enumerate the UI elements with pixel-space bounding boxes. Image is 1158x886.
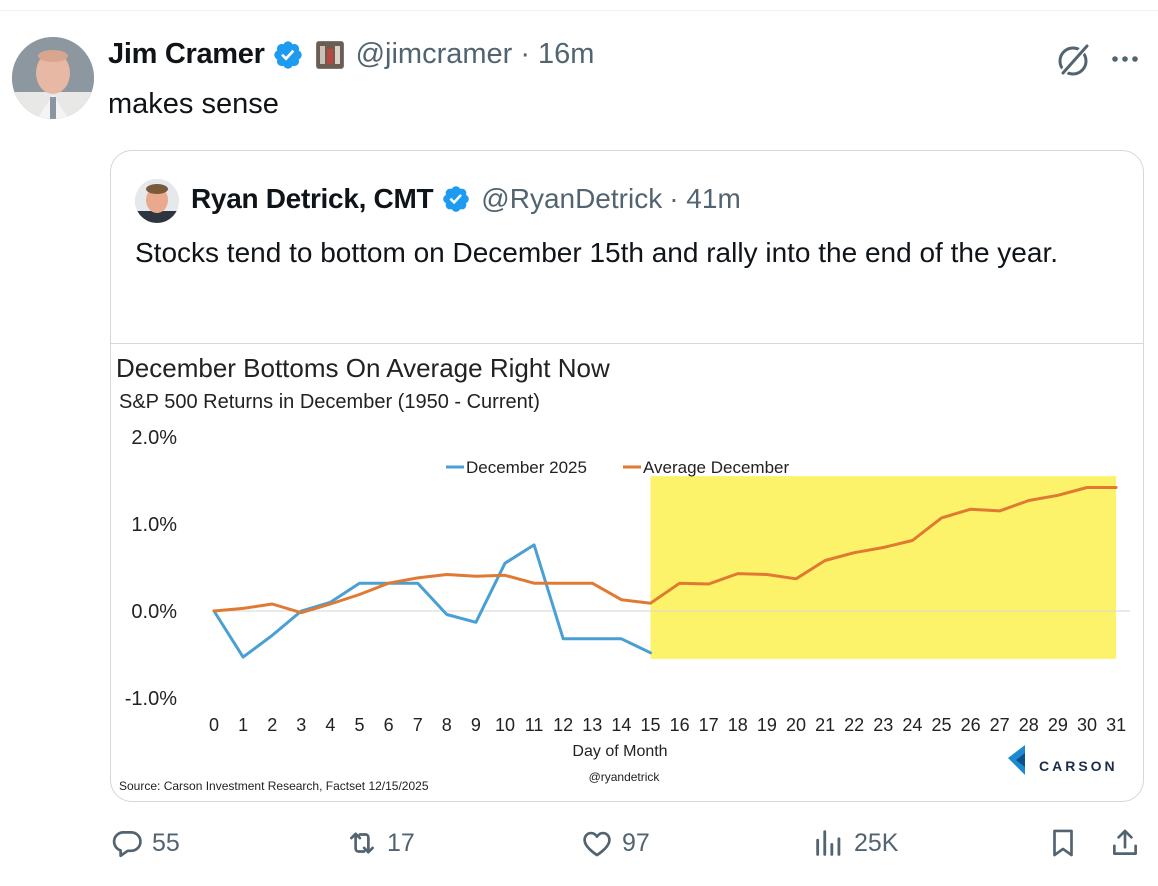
chart-title: December Bottoms On Average Right Now [116, 353, 610, 383]
x-tick-label: 28 [1019, 715, 1039, 735]
y-tick-label: 1.0% [131, 514, 177, 536]
x-tick-label: 4 [325, 715, 335, 735]
x-tick-label: 5 [354, 715, 364, 735]
author-avatar[interactable] [12, 37, 94, 119]
chart-image[interactable]: December Bottoms On Average Right Now S&P… [111, 343, 1143, 801]
tweet-time[interactable]: · 16m [520, 38, 595, 70]
series-line-average-december [212, 486, 1118, 615]
x-tick-label: 25 [931, 715, 951, 735]
quoted-author-name[interactable]: Ryan Detrick, CMT [191, 183, 434, 214]
x-tick-label: 29 [1048, 715, 1068, 735]
quoted-author-row: Ryan Detrick, CMT @RyanDetrick · 41m [191, 183, 741, 215]
x-tick-label: 13 [582, 715, 602, 735]
x-tick-label: 12 [553, 715, 573, 735]
x-tick-label: 10 [495, 715, 515, 735]
quoted-tweet-time[interactable]: · 41m [669, 183, 741, 214]
grok-icon[interactable] [1053, 40, 1093, 80]
x-tick-label: 8 [442, 715, 452, 735]
x-tick-label: 0 [209, 715, 219, 735]
chart-source: Source: Carson Investment Research, Fact… [119, 779, 429, 793]
series-line-december-2025 [212, 543, 652, 659]
x-tick-label: 2 [267, 715, 277, 735]
views-icon [816, 830, 841, 856]
share-icon [1113, 829, 1137, 855]
chart-credit: @ryandetrick [589, 770, 661, 784]
x-tick-label: 7 [413, 715, 423, 735]
like-button[interactable]: 97 [580, 826, 650, 860]
views-button[interactable]: 25K [812, 826, 898, 860]
chart-svg: December Bottoms On Average Right Now S&P… [116, 353, 1131, 793]
quoted-author-avatar[interactable] [135, 179, 179, 223]
x-tick-label: 24 [902, 715, 922, 735]
legend-label: December 2025 [466, 458, 587, 477]
tweet-text: makes sense [108, 88, 279, 120]
y-tick-label: 2.0% [131, 427, 177, 449]
x-tick-label: 30 [1077, 715, 1097, 735]
bookmark-icon [1053, 829, 1073, 857]
x-tick-label: 23 [873, 715, 893, 735]
carson-logo-icon [1016, 753, 1025, 767]
y-tick-label: -1.0% [125, 688, 177, 710]
top-divider [0, 10, 1158, 11]
carson-logo-text: CARSON [1039, 758, 1118, 774]
highlight-band [650, 476, 1117, 659]
like-count: 97 [622, 828, 650, 857]
verified-badge-icon [443, 186, 470, 212]
views-count: 25K [854, 828, 899, 857]
x-tick-label: 6 [384, 715, 394, 735]
author-handle[interactable]: @jimcramer [355, 38, 513, 70]
chart-subtitle: S&P 500 Returns in December (1950 - Curr… [119, 391, 540, 413]
legend-label: Average December [643, 458, 789, 477]
x-tick-label: 20 [786, 715, 806, 735]
x-tick-label: 19 [757, 715, 777, 735]
x-tick-label: 15 [640, 715, 660, 735]
quoted-tweet-text: Stocks tend to bottom on December 15th a… [135, 237, 1059, 268]
x-tick-label: 16 [670, 715, 690, 735]
reply-count: 55 [152, 828, 180, 857]
action-bar: 55 17 97 25K [0, 826, 1158, 870]
share-button[interactable] [1108, 826, 1150, 860]
quoted-tweet[interactable]: Ryan Detrick, CMT @RyanDetrick · 41m Sto… [110, 150, 1144, 802]
like-icon [583, 831, 611, 857]
x-tick-label: 31 [1106, 715, 1126, 735]
x-tick-label: 21 [815, 715, 835, 735]
x-tick-label: 14 [611, 715, 631, 735]
x-tick-label: 18 [728, 715, 748, 735]
repost-count: 17 [387, 828, 415, 857]
reply-button[interactable]: 55 [110, 826, 180, 860]
author-name[interactable]: Jim Cramer [108, 38, 265, 70]
y-tick-label: 0.0% [131, 601, 177, 623]
x-tick-label: 1 [238, 715, 248, 735]
repost-button[interactable]: 17 [345, 826, 415, 860]
x-tick-label: 9 [471, 715, 481, 735]
affiliate-badge-icon[interactable] [315, 40, 344, 69]
more-icon[interactable] [1108, 44, 1142, 74]
x-tick-label: 27 [990, 715, 1010, 735]
reply-icon [112, 831, 142, 858]
x-tick-label: 22 [844, 715, 864, 735]
repost-icon [350, 832, 374, 854]
verified-badge-icon [273, 40, 302, 69]
x-tick-label: 3 [296, 715, 306, 735]
x-tick-label: 17 [699, 715, 719, 735]
x-tick-label: 26 [961, 715, 981, 735]
quoted-author-handle[interactable]: @RyanDetrick [481, 183, 663, 214]
x-axis-label: Day of Month [572, 743, 667, 760]
x-tick-label: 11 [525, 715, 544, 735]
tweet-author-row: Jim Cramer @jimcramer · 16m [108, 38, 594, 71]
bookmark-button[interactable] [1046, 826, 1088, 860]
